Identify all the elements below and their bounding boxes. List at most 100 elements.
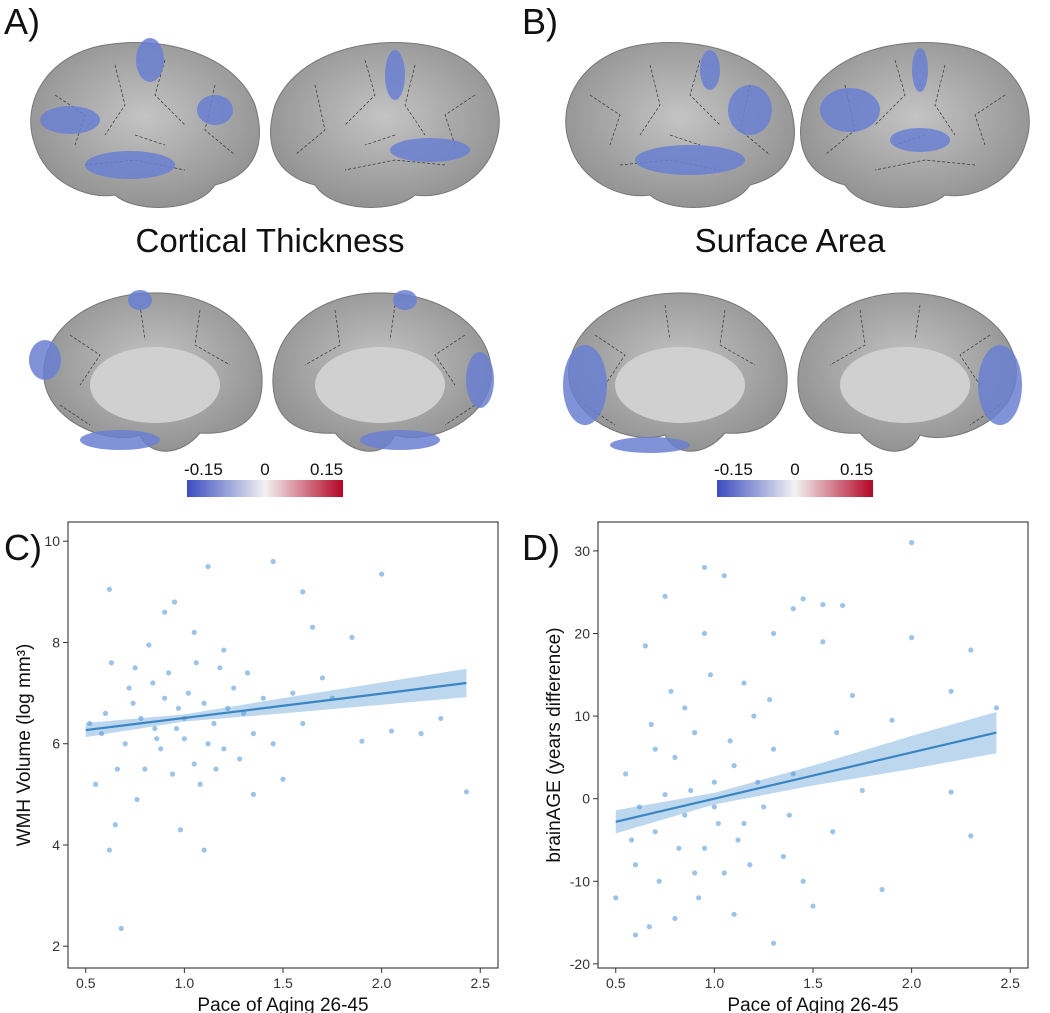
point bbox=[106, 586, 113, 592]
point bbox=[948, 789, 954, 795]
point bbox=[102, 710, 109, 716]
x-tick-label: 1.0 bbox=[175, 975, 195, 991]
y-tick-label: 10 bbox=[44, 533, 60, 549]
point bbox=[909, 635, 915, 641]
point bbox=[240, 710, 247, 716]
confidence-band bbox=[85, 668, 467, 738]
point bbox=[237, 756, 243, 762]
point bbox=[834, 730, 840, 736]
point bbox=[130, 700, 136, 706]
point bbox=[692, 730, 698, 736]
y-tick-label: 20 bbox=[574, 626, 590, 642]
y-tick-label: 0 bbox=[582, 791, 590, 807]
point bbox=[118, 925, 124, 932]
point bbox=[628, 837, 635, 843]
point bbox=[260, 695, 266, 701]
y-tick-label: 8 bbox=[52, 634, 60, 650]
plot-frame bbox=[67, 521, 499, 969]
y-axis-label: brainAGE (years difference) bbox=[544, 627, 565, 862]
colorbar-tick-label: 0.15 bbox=[840, 460, 873, 479]
point bbox=[165, 670, 172, 676]
point bbox=[652, 829, 658, 835]
x-tick-label: 2.0 bbox=[902, 975, 922, 991]
x-tick-label: 1.0 bbox=[705, 975, 725, 991]
point bbox=[662, 593, 668, 599]
brain-title: Surface Area bbox=[695, 222, 886, 259]
point bbox=[169, 771, 176, 777]
point bbox=[849, 692, 856, 699]
x-tick-label: 2.5 bbox=[1001, 975, 1021, 991]
point bbox=[672, 754, 678, 760]
y-tick-label: 4 bbox=[52, 837, 60, 853]
point bbox=[948, 688, 954, 694]
point bbox=[632, 932, 639, 938]
point bbox=[359, 738, 365, 744]
x-tick-label: 2.5 bbox=[471, 975, 491, 991]
point bbox=[770, 746, 777, 752]
point bbox=[418, 731, 424, 737]
y-tick-label: 2 bbox=[52, 938, 60, 954]
point bbox=[701, 564, 708, 571]
point bbox=[154, 736, 160, 742]
point bbox=[290, 690, 296, 696]
point bbox=[134, 796, 140, 803]
point bbox=[173, 725, 180, 732]
point bbox=[270, 558, 276, 565]
point bbox=[735, 837, 741, 843]
point bbox=[463, 789, 470, 795]
point bbox=[201, 700, 207, 706]
point bbox=[191, 629, 197, 635]
point bbox=[676, 845, 682, 851]
point bbox=[309, 624, 316, 630]
point bbox=[646, 924, 652, 930]
point bbox=[727, 738, 733, 744]
point bbox=[217, 665, 223, 671]
point bbox=[181, 736, 187, 742]
colorbar-tick-label: 0 bbox=[790, 460, 799, 479]
point bbox=[839, 602, 846, 609]
point bbox=[636, 804, 643, 810]
brain-panel-b bbox=[563, 42, 1030, 453]
fit-line bbox=[85, 681, 467, 732]
point bbox=[652, 746, 658, 752]
point bbox=[162, 609, 168, 615]
point bbox=[438, 715, 444, 722]
point bbox=[114, 766, 120, 772]
point bbox=[688, 787, 694, 794]
point bbox=[721, 870, 727, 876]
point bbox=[790, 771, 796, 777]
point bbox=[721, 573, 727, 579]
panel-label: D) bbox=[522, 527, 560, 568]
point bbox=[889, 717, 895, 723]
point bbox=[662, 791, 668, 798]
panel-label: A) bbox=[4, 1, 40, 42]
point bbox=[770, 940, 777, 946]
point bbox=[711, 779, 717, 785]
point bbox=[715, 820, 721, 827]
point bbox=[800, 596, 806, 602]
colorbar-tick-label: 0.15 bbox=[310, 460, 343, 479]
point bbox=[731, 911, 737, 917]
point bbox=[770, 630, 777, 637]
point bbox=[755, 779, 761, 785]
x-tick-label: 0.5 bbox=[76, 975, 96, 991]
point bbox=[682, 812, 688, 818]
colorbar bbox=[717, 480, 873, 497]
point bbox=[126, 685, 132, 691]
point bbox=[810, 903, 816, 909]
point bbox=[642, 643, 648, 649]
point bbox=[879, 886, 885, 893]
point bbox=[250, 731, 257, 737]
point bbox=[786, 812, 792, 818]
point bbox=[968, 833, 974, 839]
point bbox=[250, 791, 257, 797]
x-tick-label: 1.5 bbox=[273, 975, 293, 991]
point bbox=[221, 746, 227, 752]
y-tick-label: -10 bbox=[570, 873, 590, 889]
point bbox=[909, 540, 915, 546]
point bbox=[741, 820, 747, 827]
point bbox=[146, 642, 152, 648]
point bbox=[790, 606, 796, 612]
colorbar-tick-label: 0 bbox=[260, 460, 269, 479]
panel-label: C) bbox=[4, 527, 42, 568]
